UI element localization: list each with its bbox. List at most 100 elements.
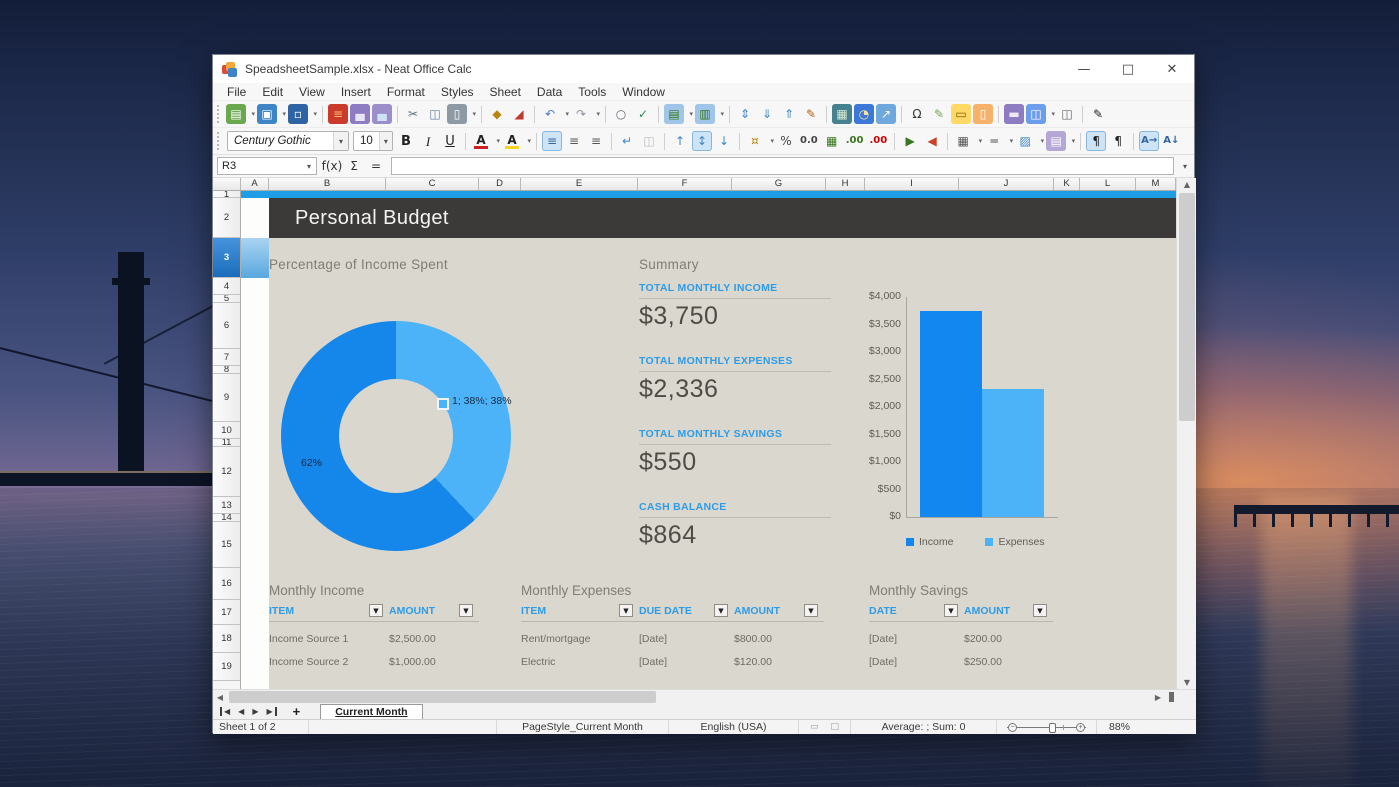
row-header[interactable]: 11 [213,439,240,447]
due-date-cell[interactable]: [Date] [639,633,668,645]
insert-row-icon[interactable]: ▤ [664,104,693,124]
separator[interactable] [894,132,896,150]
separator[interactable] [998,105,999,123]
separator[interactable] [729,105,730,123]
donut-chart[interactable] [281,321,511,551]
italic-icon[interactable]: I [425,133,431,149]
vertical-scroll-thumb[interactable] [1179,193,1195,421]
cell-style-icon[interactable]: ▤ [1046,131,1075,151]
item-cell[interactable]: Electric [521,656,556,668]
column-header[interactable]: A [241,178,269,190]
column-header[interactable]: L [1080,178,1136,190]
row-header[interactable]: 12 [213,447,240,497]
font-name-combo[interactable]: Century Gothic ▾ [227,131,349,151]
paragraph-ltr-icon[interactable]: ¶ [1086,131,1107,151]
toolbar-drag-handle[interactable] [216,132,221,150]
separator[interactable] [481,105,482,123]
insert-chart-icon[interactable]: ◔ [854,104,874,124]
save-icon[interactable]: ▫ [288,104,317,124]
highlight-color-icon[interactable]: A [502,131,531,151]
currency-icon[interactable]: ¤ [745,131,774,151]
separator[interactable] [664,132,665,150]
due-date-cell[interactable]: [Date] [639,656,668,668]
zoom-percentage[interactable]: 88% [1108,721,1130,733]
row-header[interactable]: 10 [213,422,240,439]
row-header[interactable]: 19 [213,653,240,681]
align-bottom-icon[interactable]: ↓ [718,134,730,148]
language-setting[interactable]: English (USA) [669,720,799,734]
zoom-slider[interactable]: − + [997,720,1097,734]
sheet-tab-current-month[interactable]: Current Month [320,704,423,719]
separator[interactable] [739,132,740,150]
wrap-text-icon[interactable]: ↵ [621,134,633,148]
toolbar-drag-handle[interactable] [216,105,221,123]
undo-icon[interactable]: ↶ [540,104,569,124]
insert-comment-icon[interactable]: ▭ [951,104,971,124]
spreadsheet-grid[interactable]: Personal Budget Percentage of Income Spe… [241,191,1176,689]
separator[interactable] [901,105,902,123]
increase-indent-icon[interactable]: ▶ [905,134,915,148]
chevron-down-icon[interactable]: ▾ [306,161,311,171]
insert-column-icon[interactable]: ▥ [695,104,724,124]
function-wizard-icon[interactable]: f(x) [321,159,343,173]
row-header[interactable]: 8 [213,366,240,374]
find-replace-icon[interactable]: ○ [615,107,627,121]
menu-item[interactable]: Data [536,84,563,99]
column-header[interactable]: F [638,178,732,190]
split-window-icon[interactable]: ◫ [1061,107,1073,121]
column-header[interactable]: E [521,178,638,190]
font-size-combo[interactable]: 10 ▾ [353,131,393,151]
insert-hyperlink-icon[interactable]: ✎ [933,107,945,121]
underline-icon[interactable]: U [445,133,455,149]
row-header[interactable]: 17 [213,600,240,625]
selected-cell-a3[interactable] [241,238,269,278]
add-decimal-icon[interactable]: .00 [845,135,864,146]
maximize-button[interactable]: □ [1121,61,1135,77]
menu-item[interactable]: File [227,84,247,99]
text-direction-ttb-icon[interactable]: A↓ [1163,135,1180,146]
amount-cell[interactable]: $120.00 [734,656,772,668]
item-cell[interactable]: Rent/mortgage [521,633,591,645]
accent-stripe-row[interactable] [241,191,1176,198]
delete-decimal-icon[interactable]: .00 [869,135,888,146]
freeze-panes-icon[interactable]: ◫ [1026,104,1055,124]
scroll-right-icon[interactable]: ▶ [1154,692,1162,702]
chevron-down-icon[interactable]: ▾ [333,132,348,150]
expenses-bar[interactable] [982,389,1044,517]
menu-item[interactable]: Sheet [489,84,521,99]
name-box[interactable]: R3 ▾ [217,157,317,175]
filter-dropdown-button[interactable]: ▼ [714,604,728,617]
income-bar[interactable] [920,311,982,517]
separator[interactable] [536,132,537,150]
date-format-icon[interactable]: ▦ [826,134,838,148]
row-header[interactable]: 9 [213,374,240,422]
borders-icon[interactable]: ▦ [953,131,982,151]
amount-cell[interactable]: $1,000.00 [389,656,436,668]
add-sheet-button[interactable]: + [292,704,301,719]
row-header[interactable]: 3 [213,238,240,278]
minimize-button[interactable]: — [1077,61,1091,77]
spelling-icon[interactable]: ✓ [637,107,649,121]
show-comments-icon[interactable]: ▯ [973,104,993,124]
select-all-corner[interactable] [213,178,241,190]
show-draw-functions-icon[interactable]: ✎ [1092,107,1104,121]
item-cell[interactable]: Income Source 1 [269,633,349,645]
redo-icon[interactable]: ↷ [571,104,600,124]
row-header[interactable]: 13 [213,497,240,514]
budget-title-band[interactable]: Personal Budget [269,198,1176,238]
column-header[interactable]: B [269,178,386,190]
column-width-icon[interactable]: ⇑ [783,107,795,121]
title-bar[interactable]: SpeadsheetSample.xlsx - Neat Office Calc… [213,55,1194,83]
decrease-indent-icon[interactable]: ◀ [927,134,937,148]
merge-cells-icon[interactable]: ◫ [643,134,655,148]
separator[interactable] [611,132,612,150]
separator[interactable] [1133,132,1135,150]
column-header[interactable]: C [386,178,479,190]
cut-icon[interactable]: ✂ [407,107,419,121]
column-header[interactable]: H [826,178,865,190]
column-header[interactable]: D [479,178,521,190]
filter-dropdown-button[interactable]: ▼ [369,604,383,617]
page-style[interactable]: PageStyle_Current Month [497,720,669,734]
separator[interactable] [826,105,827,123]
expand-formula-bar-icon[interactable]: ▾ [1182,161,1187,171]
